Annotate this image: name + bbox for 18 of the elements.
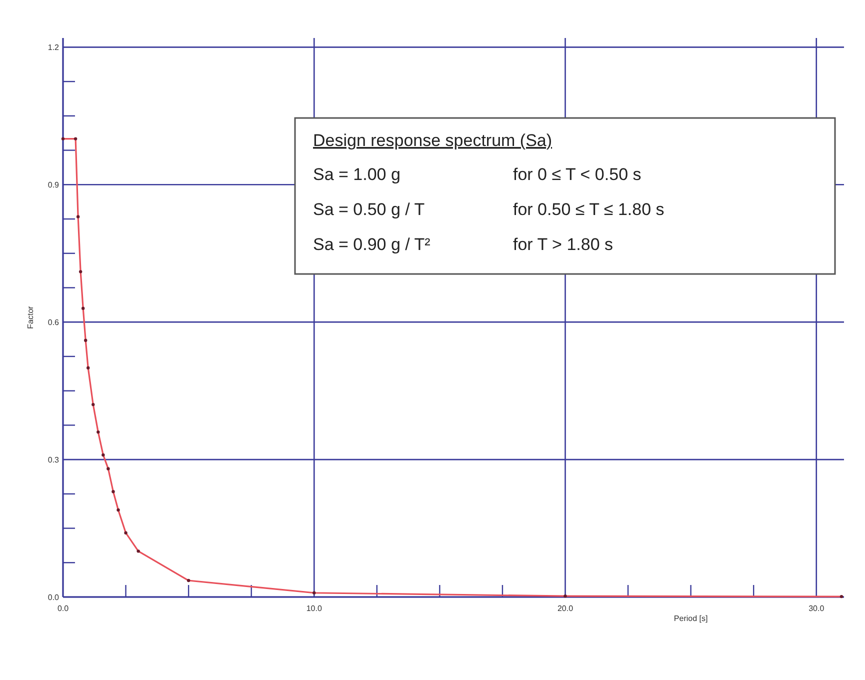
y-tick-label: 0.9 bbox=[48, 180, 60, 190]
x-tick-label: 30.0 bbox=[808, 604, 825, 613]
annotation: Sa = 0.90 g / T² bbox=[313, 235, 431, 254]
annotation: for 0 ≤ T < 0.50 s bbox=[513, 165, 642, 184]
y-tick-label: 0.6 bbox=[48, 318, 60, 327]
annotation: Sa = 0.50 g / T bbox=[313, 200, 425, 219]
y-tick-label: 0.0 bbox=[48, 592, 60, 602]
x-axis-title: Period [s] bbox=[674, 614, 708, 623]
annotation: Sa = 1.00 g bbox=[313, 165, 400, 184]
annotation: Design response spectrum (Sa) bbox=[313, 131, 552, 150]
y-axis-title: Factor bbox=[26, 306, 35, 329]
x-tick-label: 20.0 bbox=[557, 604, 574, 613]
annotation: for T > 1.80 s bbox=[513, 235, 614, 254]
x-tick-label: 0.0 bbox=[57, 604, 70, 613]
annotation: for 0.50 ≤ T ≤ 1.80 s bbox=[513, 200, 664, 219]
y-tick-label: 0.3 bbox=[48, 455, 60, 464]
y-tick-label: 1.2 bbox=[48, 42, 60, 52]
x-tick-label: 10.0 bbox=[306, 604, 322, 613]
